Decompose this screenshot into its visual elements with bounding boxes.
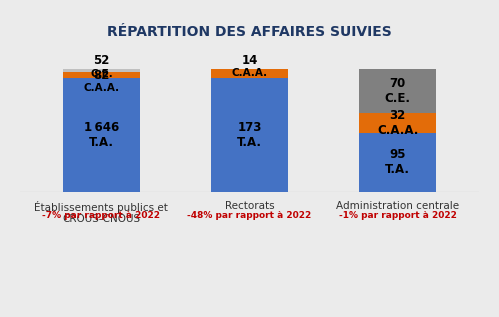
Text: C.A.A.: C.A.A. (232, 68, 267, 78)
Bar (211, 69, 288, 78)
Bar (359, 113, 436, 133)
Text: C.E.: C.E. (90, 68, 113, 79)
Text: 173
T.A.: 173 T.A. (237, 121, 262, 149)
Text: Administration centrale: Administration centrale (336, 201, 459, 211)
Text: 1 646
T.A.: 1 646 T.A. (84, 121, 119, 149)
Text: Rectorats: Rectorats (225, 201, 274, 211)
Text: 95
T.A.: 95 T.A. (385, 148, 410, 177)
Bar (359, 133, 436, 192)
Text: 14: 14 (242, 54, 257, 67)
Bar (63, 73, 140, 78)
Text: -1% par rapport à 2022: -1% par rapport à 2022 (339, 211, 457, 220)
Text: 82: 82 (93, 69, 110, 82)
Text: Établissements publics et
CROUS-CNOUS: Établissements publics et CROUS-CNOUS (34, 201, 168, 224)
Bar (63, 69, 140, 73)
Text: 70
C.E.: 70 C.E. (385, 77, 411, 105)
Bar (63, 78, 140, 192)
Text: 52: 52 (93, 54, 110, 67)
Bar (211, 78, 288, 192)
Title: RÉPARTITION DES AFFAIRES SUIVIES: RÉPARTITION DES AFFAIRES SUIVIES (107, 24, 392, 38)
Text: 32
C.A.A.: 32 C.A.A. (377, 109, 418, 137)
Text: -48% par rapport à 2022: -48% par rapport à 2022 (188, 211, 311, 220)
Text: C.A.A.: C.A.A. (83, 83, 119, 93)
Text: -7% par rapport à 2022: -7% par rapport à 2022 (42, 211, 161, 220)
Bar (359, 69, 436, 113)
